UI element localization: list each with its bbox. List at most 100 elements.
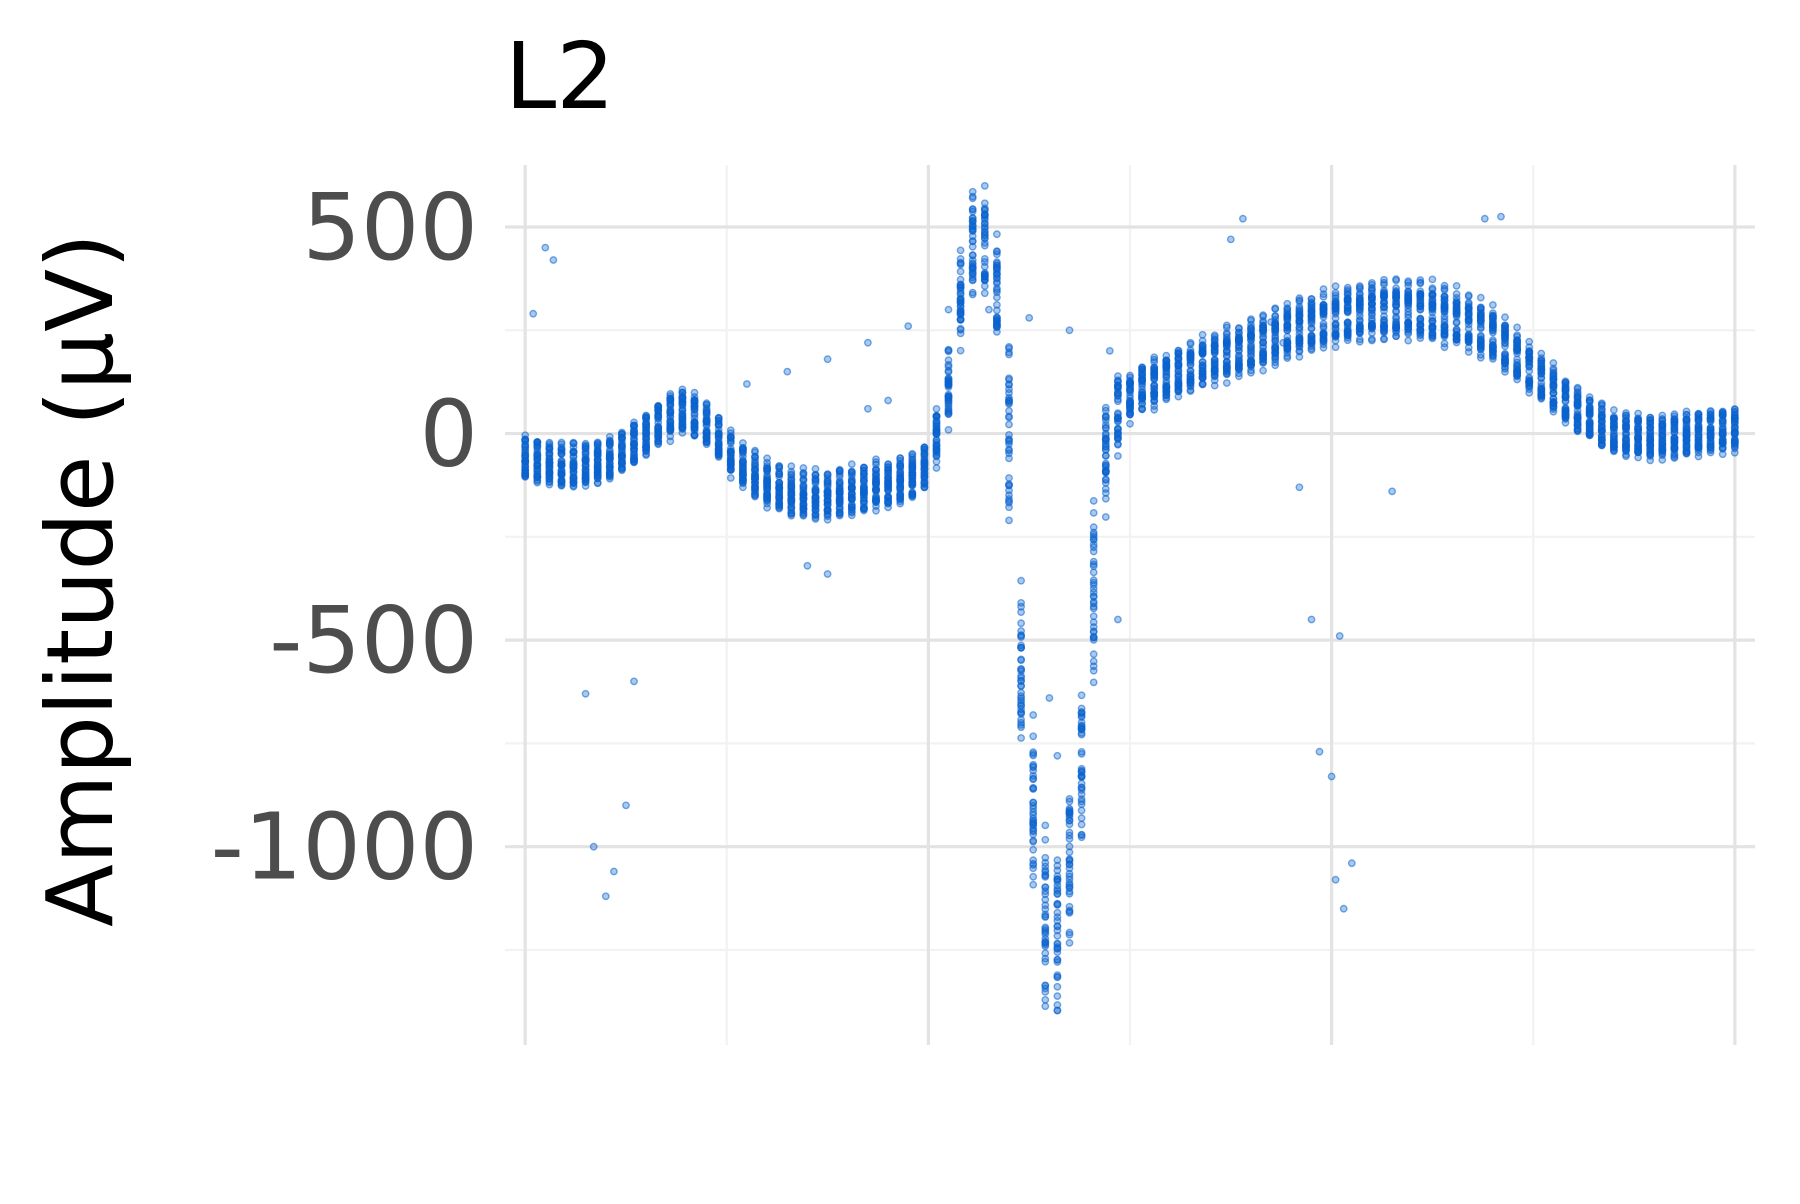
data-point [920,443,929,452]
data-point [1525,337,1534,346]
data-point [920,464,929,473]
data-point [956,295,965,304]
data-point [1065,807,1074,816]
data-point [1489,301,1497,309]
data-point [690,431,699,440]
data-point [1186,351,1195,359]
data-point [1041,1002,1050,1011]
data-point [1380,299,1388,308]
data-point [1622,437,1630,445]
data-point [1537,385,1546,394]
data-point [1065,848,1074,857]
data-point [1089,509,1098,517]
data-point [1319,343,1328,352]
data-point [610,867,618,876]
data-point [1315,747,1324,756]
data-point [1355,312,1364,321]
data-point [581,482,590,490]
data-point [1279,338,1288,347]
data-point [545,469,554,477]
data-point [1392,300,1401,309]
data-point [1549,375,1558,384]
data-point [763,499,771,508]
data-point [993,247,1001,256]
data-point [654,440,663,449]
data-point [872,466,880,475]
data-point [1380,335,1388,344]
data-point [1198,330,1207,339]
data-point [847,468,856,476]
data-point [811,464,820,473]
data-point [1452,290,1461,298]
data-point [1053,890,1062,898]
data-point [1077,713,1086,721]
data-point [1077,779,1086,788]
data-point [1501,339,1509,348]
data-point [1501,313,1509,322]
data-point [726,447,735,456]
data-point [1368,322,1376,331]
data-point [1658,427,1667,436]
data-point [1235,352,1243,361]
data-point [956,346,965,355]
data-point [1053,932,1062,940]
data-point [1005,413,1013,422]
data-point [1730,436,1739,445]
data-point [1198,379,1207,388]
data-point [1089,496,1098,505]
data-point [1017,701,1025,710]
data-point [1497,212,1505,221]
data-point [1610,432,1618,441]
data-point [1101,435,1110,444]
data-point [1343,303,1352,312]
data-point [1525,377,1534,386]
data-point [1404,310,1413,319]
data-point [908,465,917,474]
data-point [1331,301,1340,310]
data-point [980,199,989,208]
data-point [739,456,747,465]
data-point [1089,578,1098,587]
data-point [1682,416,1691,425]
data-point [618,443,626,452]
data-point [932,443,941,452]
data-point [521,454,530,462]
data-point [726,439,735,448]
data-point [1017,721,1025,729]
data-point [666,432,675,441]
data-point [811,485,820,494]
data-point [1065,828,1074,837]
data-point [630,448,638,456]
data-point [993,230,1001,239]
data-point [1646,419,1655,428]
data-point [993,263,1001,272]
data-point [1428,284,1437,292]
data-point [1017,641,1025,650]
data-point [1138,394,1147,403]
data-point [1597,417,1606,426]
data-point [1029,766,1038,775]
data-point [968,290,977,299]
data-point [968,207,977,216]
data-point [1634,422,1643,431]
data-point [1041,870,1050,879]
data-point [622,801,630,810]
data-point [1307,324,1316,332]
data-point [932,464,941,472]
data-point [1247,315,1255,323]
data-point [1658,443,1667,452]
data-point [1077,748,1086,756]
data-point [1239,214,1247,223]
data-point [1114,391,1122,400]
data-point [1610,421,1618,430]
data-point [1428,275,1437,284]
data-point [726,466,735,474]
data-point [1089,662,1098,671]
data-point [1331,875,1340,884]
data-point [1428,299,1437,308]
data-point [1319,290,1328,298]
data-point [1174,382,1183,390]
data-point [1440,339,1449,348]
data-point [1573,388,1582,396]
data-point [1065,906,1074,915]
